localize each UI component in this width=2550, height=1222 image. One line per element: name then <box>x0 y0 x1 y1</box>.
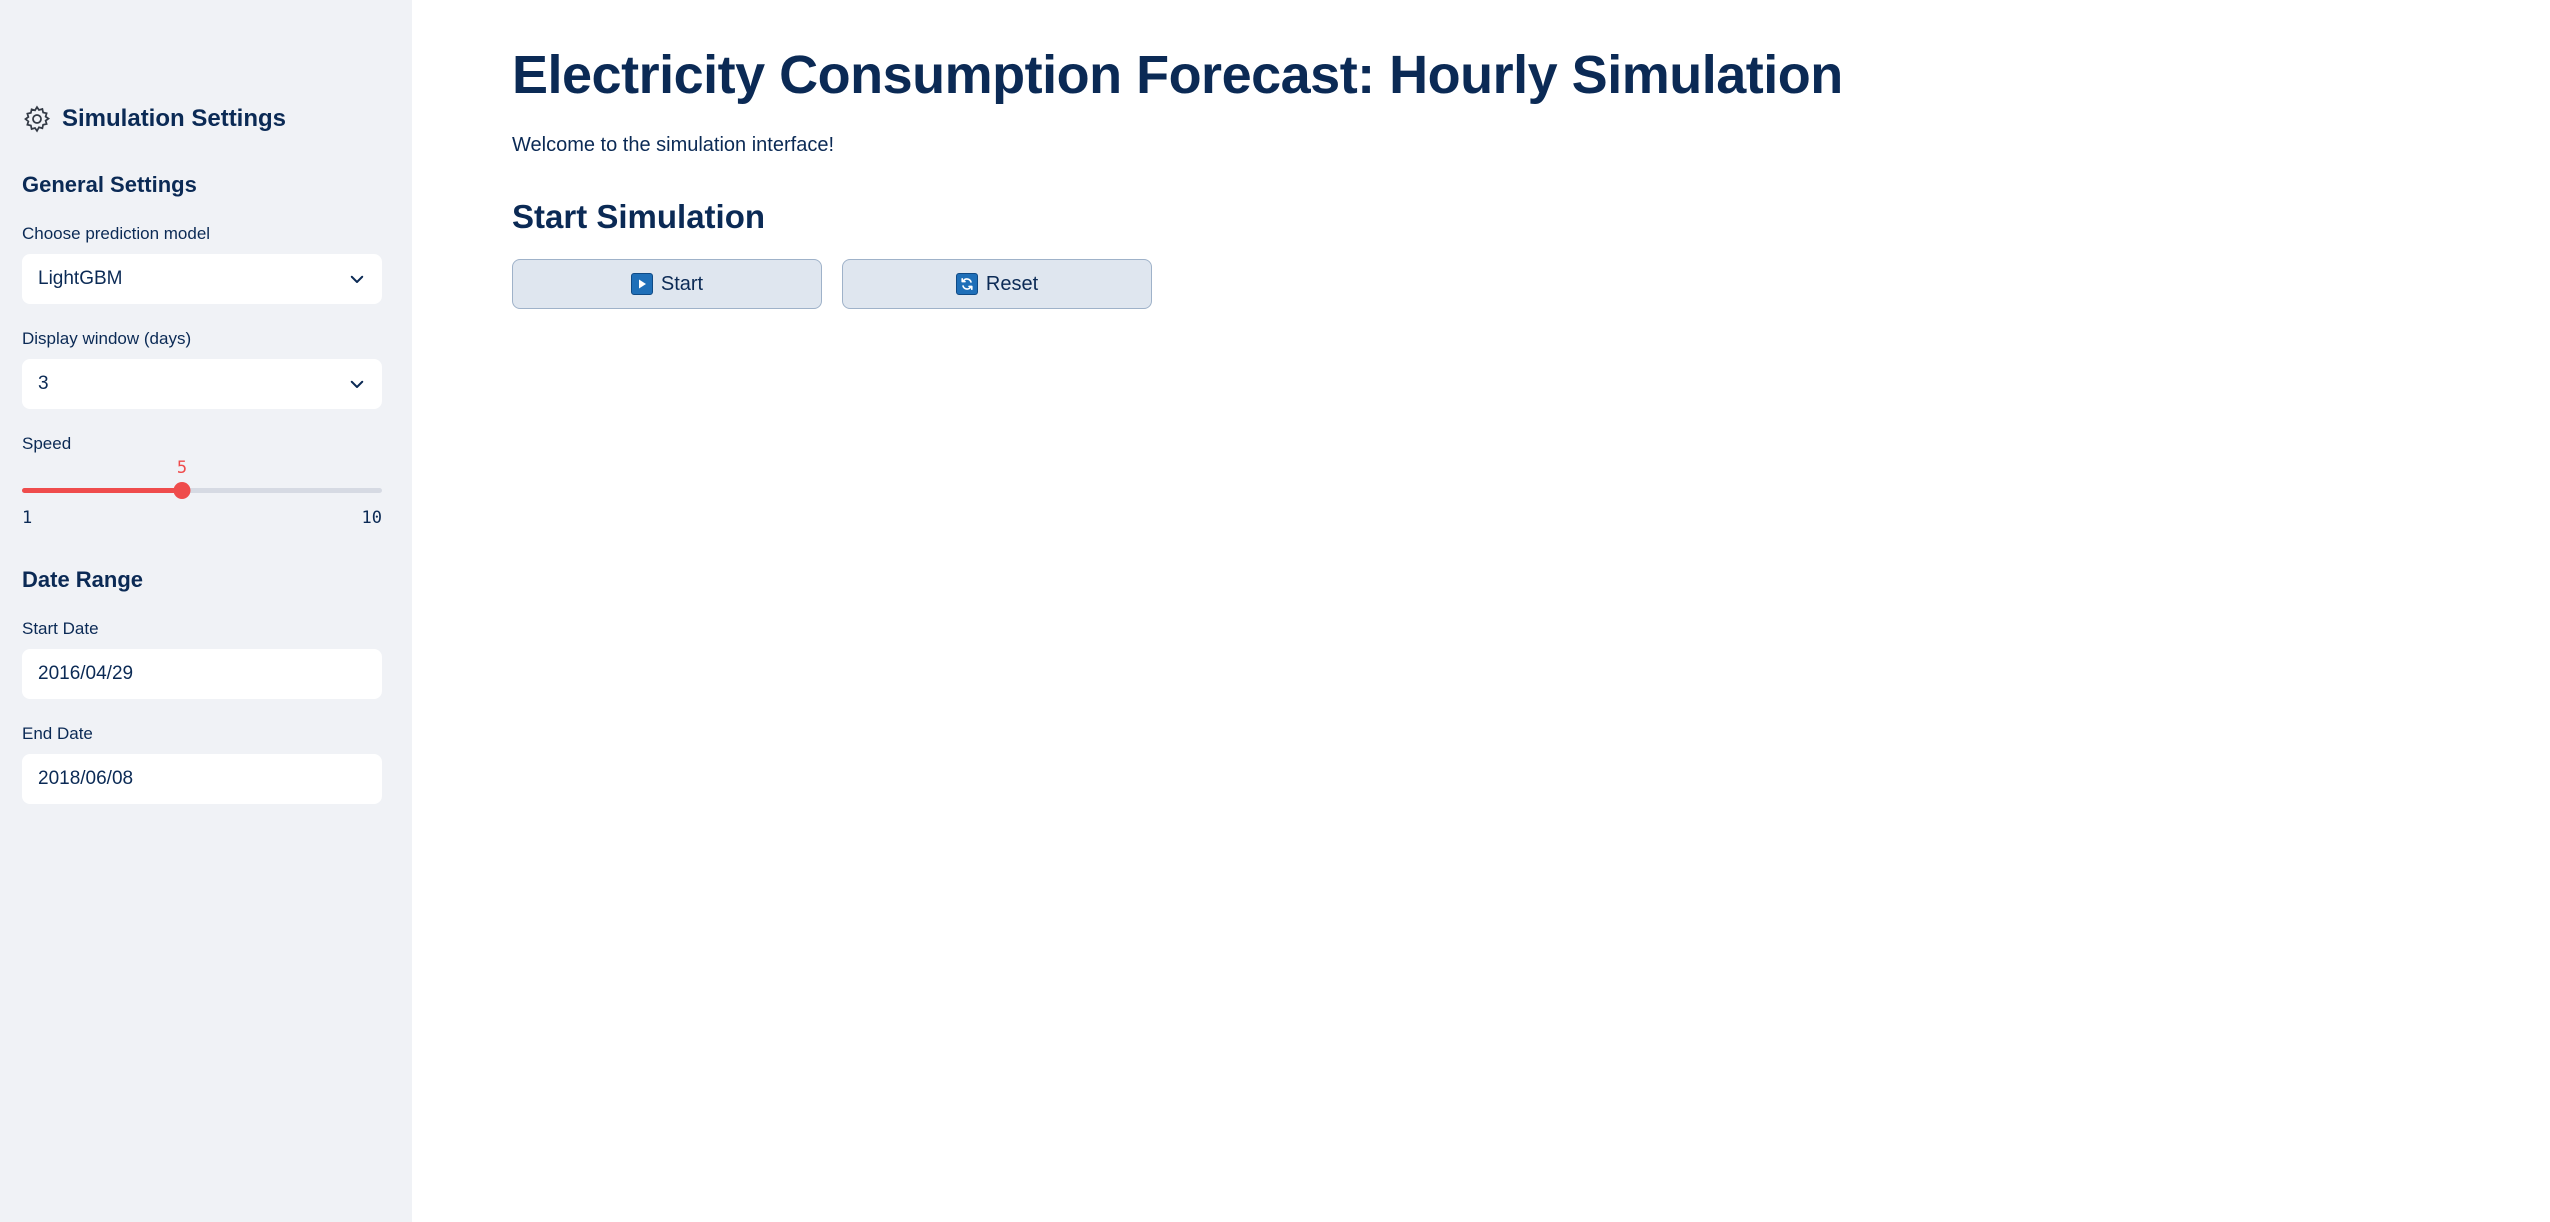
slider-track[interactable] <box>22 488 382 493</box>
sidebar: Simulation Settings General Settings Cho… <box>0 0 412 1222</box>
page-title: Electricity Consumption Forecast: Hourly… <box>512 45 1843 105</box>
start-button[interactable]: Start <box>512 259 822 309</box>
chevron-down-icon <box>350 380 364 388</box>
model-select-value: LightGBM <box>38 268 123 289</box>
window-label: Display window (days) <box>22 329 192 348</box>
model-label: Choose prediction model <box>22 224 211 243</box>
start-date-input[interactable]: 2016/04/29 <box>22 649 382 699</box>
end-date-value: 2018/06/08 <box>38 768 134 789</box>
start-button-label: Start <box>660 272 704 295</box>
chevron-down-icon <box>350 275 364 283</box>
play-icon <box>630 273 653 295</box>
slider-min: 1 <box>22 508 33 528</box>
gear-icon <box>24 105 51 133</box>
date-range-heading: Date Range <box>22 567 144 592</box>
general-settings-heading: General Settings <box>22 172 197 197</box>
window-select[interactable]: 3 <box>22 359 382 409</box>
window-select-value: 3 <box>38 373 49 394</box>
sidebar-title: Simulation Settings <box>62 105 287 132</box>
slider-thumb[interactable] <box>173 482 191 499</box>
reset-button[interactable]: Reset <box>842 259 1152 309</box>
speed-label: Speed <box>22 434 72 453</box>
speed-slider[interactable]: 5 1 10 <box>22 458 382 544</box>
end-date-input[interactable]: 2018/06/08 <box>22 754 382 804</box>
slider-max: 10 <box>361 508 382 528</box>
slider-fill <box>22 488 182 493</box>
sidebar-header: Simulation Settings <box>22 104 286 134</box>
end-date-label: End Date <box>22 724 93 743</box>
reset-button-label: Reset <box>985 272 1039 295</box>
start-date-value: 2016/04/29 <box>38 663 134 684</box>
slider-value: 5 <box>176 458 188 478</box>
main-content: Electricity Consumption Forecast: Hourly… <box>412 0 2550 1222</box>
start-date-label: Start Date <box>22 619 99 638</box>
refresh-icon <box>955 273 978 295</box>
model-select[interactable]: LightGBM <box>22 254 382 304</box>
welcome-text: Welcome to the simulation interface! <box>512 134 835 156</box>
start-simulation-heading: Start Simulation <box>512 198 766 235</box>
